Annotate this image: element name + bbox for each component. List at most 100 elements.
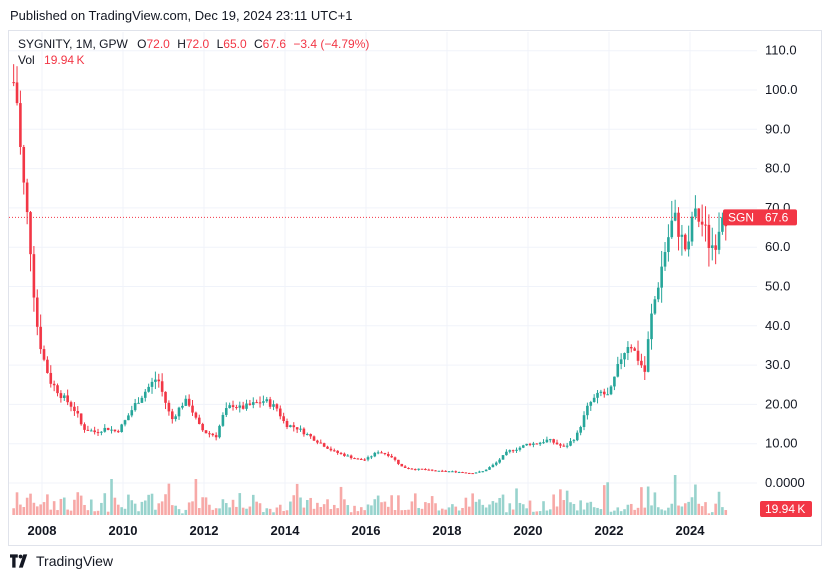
candle-body	[525, 443, 528, 446]
candle-body	[640, 360, 643, 366]
price-tag-symbol: SGN	[728, 210, 754, 224]
candle-body	[609, 386, 613, 395]
candle-body	[59, 393, 63, 398]
candle-body	[616, 364, 620, 377]
volume-bar	[582, 509, 586, 515]
candle-body	[555, 442, 559, 445]
volume-bar	[93, 511, 96, 515]
volume-bar	[120, 507, 123, 515]
candle-body	[569, 441, 572, 446]
volume-bar	[633, 509, 636, 515]
volume-bar	[670, 503, 674, 515]
volume-bar	[69, 510, 73, 515]
volume-bar	[525, 508, 528, 515]
candle-body	[83, 424, 86, 430]
candle-body	[336, 450, 339, 453]
y-axis: 110.0100.090.080.070.060.050.040.030.020…	[765, 43, 805, 490]
candle-body	[248, 403, 252, 405]
x-tick-label: 2012	[190, 523, 219, 538]
volume-bar	[667, 507, 670, 515]
candle-body	[397, 459, 400, 464]
volume-bar	[143, 500, 147, 515]
candle-body	[633, 348, 636, 351]
volume-bar	[680, 506, 684, 515]
candle-body	[400, 463, 404, 467]
candle-body	[599, 391, 603, 393]
volume-bar	[299, 497, 302, 515]
volume-bar	[704, 502, 707, 515]
x-axis: 2008 2010 2012 2014 2016 2018 2020 2022 2024	[28, 523, 706, 538]
candle-body	[42, 349, 46, 360]
volume-bar	[103, 493, 107, 515]
volume-bar	[697, 503, 701, 515]
volume-bar	[555, 506, 559, 515]
volume-bar	[609, 511, 613, 515]
close-value: 67.6	[262, 37, 286, 51]
grid-lines	[9, 32, 757, 515]
candle-body	[690, 216, 694, 242]
candle-body	[86, 429, 90, 431]
x-tick-label: 2010	[109, 523, 138, 538]
volume-bar	[683, 503, 687, 515]
candle-body	[164, 391, 167, 403]
candle-body	[579, 427, 582, 433]
candle-body	[15, 82, 19, 104]
x-tick-label: 2016	[352, 523, 381, 538]
y-tick-label: 50.0	[765, 279, 790, 294]
volume-bar	[208, 504, 211, 515]
brand-name: TradingView	[36, 553, 114, 569]
volume-bar	[403, 509, 407, 515]
candle-body	[575, 432, 579, 441]
volume-bar	[636, 507, 640, 515]
volume-bar	[559, 489, 562, 515]
low-label: L	[216, 37, 224, 51]
volume-bar	[177, 509, 181, 515]
candle-body	[602, 391, 606, 395]
candle-body	[204, 430, 208, 434]
candle-body	[241, 405, 245, 409]
volume-bar	[532, 511, 535, 515]
volume-bar	[572, 503, 576, 515]
volume-bar	[451, 504, 454, 515]
candle-body	[329, 448, 333, 451]
x-tick-label: 2022	[595, 523, 624, 538]
candle-body	[332, 450, 336, 452]
volume-bar	[174, 505, 177, 515]
candle-body	[626, 347, 630, 354]
volume-bar	[285, 510, 289, 515]
candle-body	[687, 241, 690, 250]
volume-bar	[444, 509, 447, 515]
candle-body	[552, 439, 555, 443]
candle-body	[359, 458, 363, 460]
volume-bar	[694, 484, 697, 515]
candle-body	[191, 405, 194, 413]
candle-body	[403, 466, 407, 468]
candle-body	[170, 411, 174, 420]
candle-body	[643, 365, 647, 372]
volume-bar	[677, 505, 680, 515]
volume-bar	[42, 502, 46, 515]
candle-body	[46, 359, 49, 373]
volume-bar	[420, 508, 424, 515]
chart-legend: SYGNITY, 1M, GPW O72.0 H72.0 L65.0 C67.6…	[18, 36, 369, 68]
candle-body	[646, 339, 650, 372]
footer-brand[interactable]: TradingView	[10, 553, 113, 569]
volume-bar	[211, 509, 215, 515]
open-value: 72.0	[146, 37, 170, 51]
volume-bar	[478, 499, 481, 515]
candle-body	[653, 299, 657, 314]
volume-bar	[596, 507, 599, 515]
volume-bar	[427, 503, 431, 515]
candle-body	[289, 425, 292, 428]
candle-body	[343, 453, 346, 456]
y-tick-label: 100.0	[765, 82, 798, 97]
candle-body	[457, 472, 461, 474]
candle-body	[623, 353, 626, 360]
candle-body	[390, 455, 393, 458]
volume-bar	[62, 497, 66, 515]
y-tick-label: 90.0	[765, 121, 790, 136]
volume-bar	[498, 497, 501, 515]
candle-body	[721, 217, 724, 232]
candle-body	[96, 432, 100, 434]
